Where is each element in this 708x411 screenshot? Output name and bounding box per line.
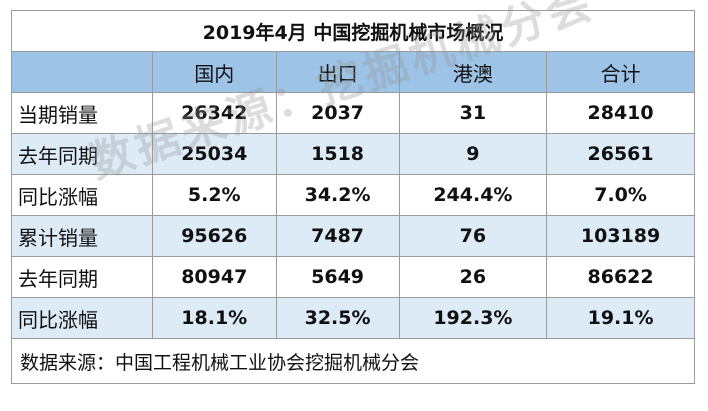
table-cell: 9 (398, 133, 548, 175)
table-cell: 28410 (546, 92, 695, 134)
table-cell: 26342 (152, 92, 277, 134)
table-cell: 25034 (152, 133, 277, 175)
table-cell: 31 (398, 92, 548, 134)
table-cell: 244.4% (398, 174, 548, 216)
table-cell: 95626 (152, 215, 277, 257)
column-header: 港澳 (398, 51, 548, 93)
table-cell: 5649 (275, 256, 400, 298)
row-label: 去年同期 (11, 133, 153, 175)
table-cell: 1518 (275, 133, 400, 175)
header-row: 国内 出口 港澳 合计 (11, 51, 695, 93)
market-overview-table: 2019年4月 中国挖掘机械市场概况 国内 出口 港澳 合计 当期销量 2634… (11, 10, 695, 384)
row-label: 同比涨幅 (11, 297, 153, 339)
table-row: 同比涨幅 18.1% 32.5% 192.3% 19.1% (11, 297, 695, 339)
table-cell: 103189 (546, 215, 695, 257)
row-label: 去年同期 (11, 256, 153, 298)
table-cell: 34.2% (275, 174, 400, 216)
column-header: 出口 (275, 51, 400, 93)
table-row: 当期销量 26342 2037 31 28410 (11, 92, 695, 134)
row-label: 累计销量 (11, 215, 153, 257)
table-row: 去年同期 80947 5649 26 86622 (11, 256, 695, 298)
table-cell: 5.2% (152, 174, 277, 216)
table-cell: 18.1% (152, 297, 277, 339)
table-cell: 7.0% (546, 174, 695, 216)
table-cell: 26561 (546, 133, 695, 175)
table-cell: 32.5% (275, 297, 400, 339)
table-row: 同比涨幅 5.2% 34.2% 244.4% 7.0% (11, 174, 695, 216)
table-title: 2019年4月 中国挖掘机械市场概况 (11, 10, 695, 52)
column-header: 合计 (546, 51, 695, 93)
table-cell: 80947 (152, 256, 277, 298)
table-cell: 192.3% (398, 297, 548, 339)
table-cell: 76 (398, 215, 548, 257)
row-label: 同比涨幅 (11, 174, 153, 216)
row-label: 当期销量 (11, 92, 153, 134)
table-row: 去年同期 25034 1518 9 26561 (11, 133, 695, 175)
source-note: 数据来源：中国工程机械工业协会挖掘机械分会 (11, 338, 695, 384)
table-cell: 19.1% (546, 297, 695, 339)
table-cell: 86622 (546, 256, 695, 298)
table-title-row: 2019年4月 中国挖掘机械市场概况 (11, 10, 695, 52)
column-header: 国内 (152, 51, 277, 93)
table-cell: 7487 (275, 215, 400, 257)
source-row: 数据来源：中国工程机械工业协会挖掘机械分会 (11, 338, 695, 384)
table-cell: 2037 (275, 92, 400, 134)
header-corner (11, 51, 153, 93)
table-cell: 26 (398, 256, 548, 298)
table-row: 累计销量 95626 7487 76 103189 (11, 215, 695, 257)
